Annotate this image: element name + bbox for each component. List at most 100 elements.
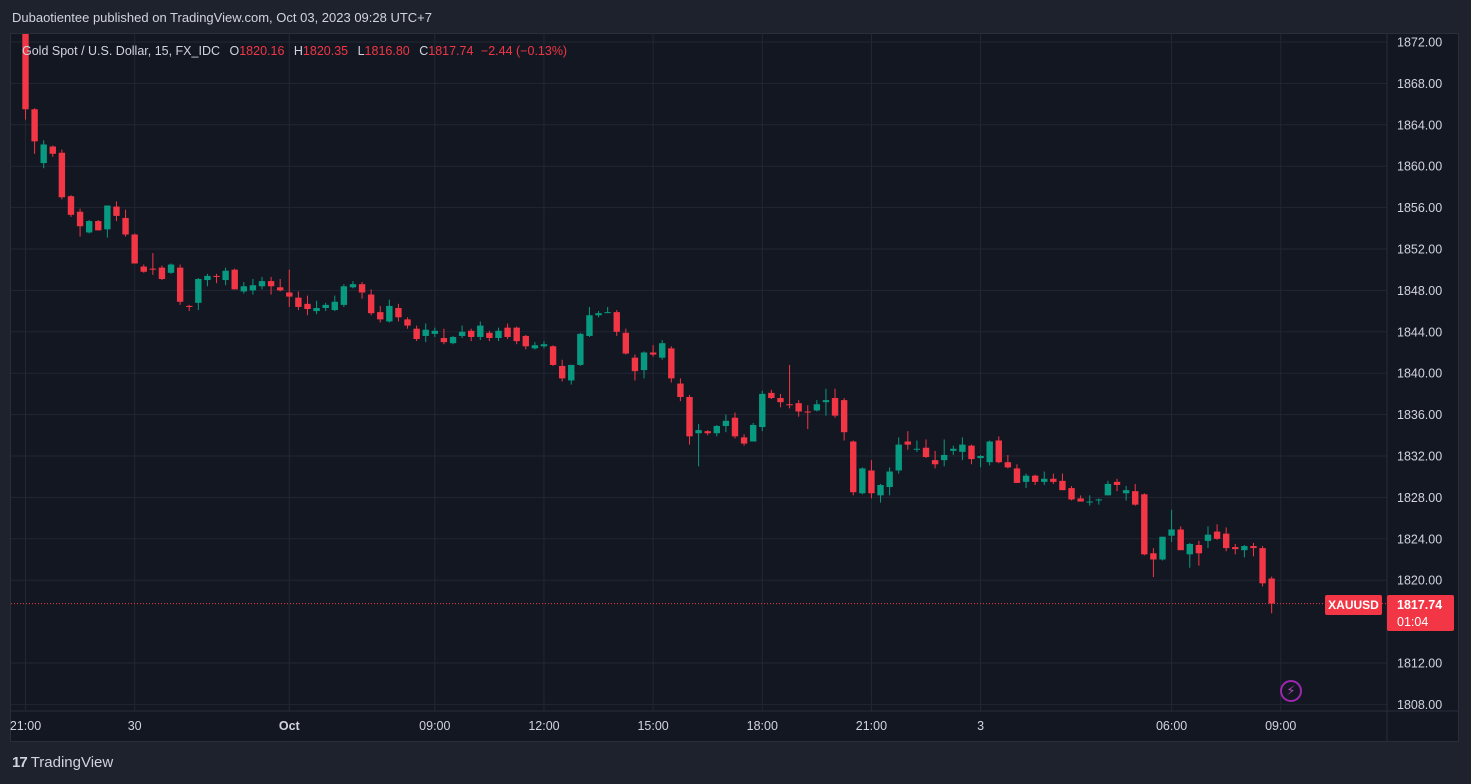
candle-body [795, 403, 802, 412]
candle-body [404, 319, 411, 326]
top-bar: Dubaotientee published on TradingView.co… [0, 0, 1471, 33]
candle-body [276, 287, 284, 291]
candle-body [322, 304, 329, 308]
candle-body [804, 411, 811, 413]
y-tick-label: 1808.00 [1397, 698, 1442, 712]
candle-body [850, 441, 857, 493]
candle-body [286, 292, 293, 297]
candle-body [1022, 475, 1030, 482]
candle-body [695, 430, 702, 434]
candle-body [531, 345, 539, 349]
candle-body [204, 275, 211, 281]
candle-body [677, 383, 684, 398]
y-tick-label: 1832.00 [1397, 450, 1442, 464]
candle-body [840, 400, 848, 433]
legend-high-label: H [293, 44, 303, 58]
candle-body [786, 404, 793, 406]
last-price-box: 1817.74 01:04 [1387, 595, 1454, 631]
legend-close-value: 1817.74 [428, 44, 474, 58]
candle-body [1041, 478, 1048, 482]
candle-body [1241, 546, 1248, 551]
candle-body [1086, 501, 1093, 503]
candle-body [749, 424, 757, 442]
x-tick-label: 18:00 [747, 719, 778, 733]
candle-body [313, 307, 320, 312]
candle-body [895, 444, 902, 471]
candle-body [495, 330, 502, 339]
candle-body [95, 221, 102, 231]
candle-body [877, 484, 884, 496]
x-tick-label: 3 [977, 719, 984, 733]
candle-body [1150, 553, 1157, 560]
candle-body [413, 328, 420, 340]
candle-body [577, 333, 584, 365]
candle-body [422, 329, 429, 336]
candle-body [186, 305, 193, 307]
candle-body [1177, 529, 1184, 551]
y-tick-label: 1864.00 [1397, 118, 1442, 132]
candle-body [886, 471, 893, 488]
candle-body [367, 294, 375, 314]
candle-body [740, 437, 748, 444]
candle-body [659, 343, 666, 358]
candle-body [977, 456, 984, 459]
candle-body [477, 325, 484, 337]
candle-body [859, 468, 866, 494]
candle-body [1159, 536, 1166, 560]
candle-body [1077, 498, 1084, 502]
y-tick-label: 1824.00 [1397, 532, 1442, 546]
candle-body [231, 269, 238, 290]
candle-body [158, 267, 166, 280]
candle-body [176, 267, 184, 302]
candle-body [1050, 478, 1057, 482]
x-tick-label: 21:00 [856, 719, 887, 733]
candle-body [558, 365, 566, 379]
candle-body [995, 440, 1002, 463]
candle-body [940, 454, 948, 461]
legend-close-label: C [419, 44, 429, 58]
candle-body [1104, 483, 1112, 496]
candle-body [1250, 546, 1257, 549]
y-tick-label: 1872.00 [1397, 36, 1442, 50]
candle-body [950, 448, 957, 451]
candle-body [768, 392, 775, 399]
candle-body [1168, 529, 1175, 536]
candle-body [395, 307, 402, 318]
lightning-icon[interactable]: ⚡ [1280, 680, 1302, 702]
candle-body [604, 312, 611, 314]
candle-body [468, 330, 475, 337]
candle-body [22, 34, 29, 110]
candle-body [458, 331, 466, 336]
candle-body [340, 286, 348, 305]
x-tick-label: 12:00 [528, 719, 559, 733]
symbol-legend: Gold Spot / U.S. Dollar, 15, FX_IDC O182… [22, 44, 567, 58]
legend-change: −2.44 (−0.13%) [480, 44, 568, 58]
candle-body [440, 338, 448, 343]
candle-body [1004, 462, 1012, 468]
candle-body [722, 420, 730, 426]
candle-body [40, 144, 47, 164]
candle-body [713, 425, 720, 434]
candle-body [922, 447, 930, 458]
candle-body [85, 221, 93, 233]
candle-body [140, 266, 147, 272]
candle-body [76, 211, 84, 227]
legend-symbol[interactable]: Gold Spot / U.S. Dollar, 15, FX_IDC [22, 44, 220, 58]
candle-body [213, 275, 220, 277]
candle-body [49, 146, 56, 154]
ticker-tag: XAUUSD [1325, 595, 1382, 615]
candle-body [1186, 543, 1193, 555]
candle-body [377, 312, 384, 320]
y-tick-label: 1812.00 [1397, 657, 1442, 671]
candle-body [640, 352, 648, 371]
candle-body [1204, 534, 1212, 541]
candle-body [58, 152, 66, 198]
chart-frame[interactable] [10, 33, 1459, 742]
y-tick-label: 1860.00 [1397, 160, 1442, 174]
candle-body [1222, 533, 1230, 549]
candle-body [822, 400, 830, 403]
last-price: 1817.74 [1397, 598, 1443, 612]
y-tick-label: 1836.00 [1397, 408, 1442, 422]
candle-body [358, 284, 366, 293]
